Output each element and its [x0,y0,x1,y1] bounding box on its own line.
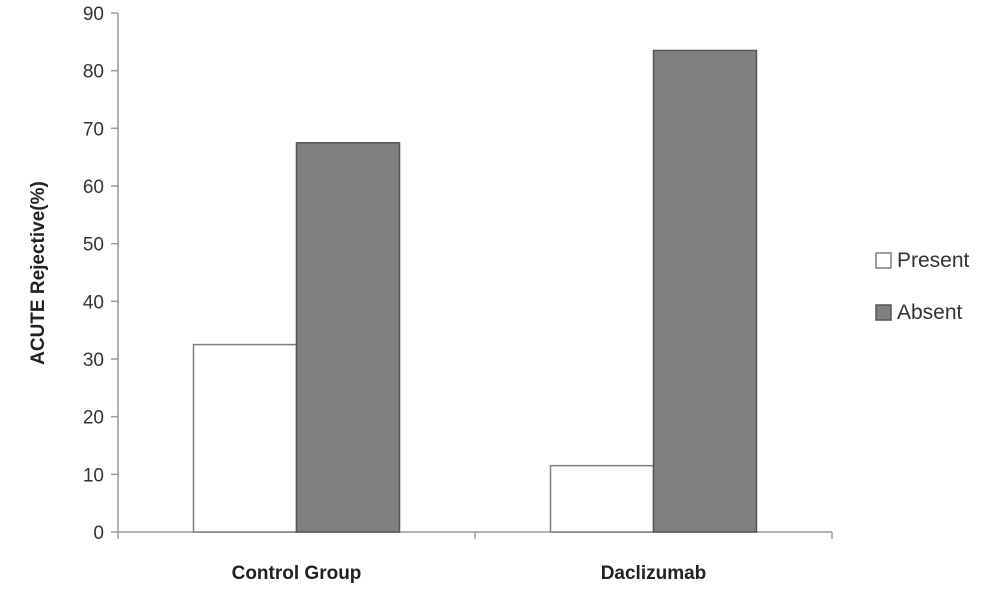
y-tick-label: 50 [83,235,104,256]
bar-present [192,343,298,533]
y-tick-label: 10 [83,465,104,486]
bar-absent [295,142,401,533]
x-category-label: Daclizumab [601,563,707,584]
legend-swatch-present [875,252,892,269]
y-tick-label: 90 [83,4,104,25]
x-axis: Control Group Daclizumab [117,531,833,584]
bar-absent [652,49,758,533]
legend-swatch-absent [875,304,892,321]
y-tick-label: 70 [83,119,104,140]
legend-label-present: Present [897,249,970,272]
legend-label-absent: Absent [897,301,963,324]
y-tick-label: 0 [93,523,104,544]
y-tick-label: 40 [83,292,104,313]
y-tick-label: 20 [83,408,104,429]
legend: Present Absent [875,249,970,324]
y-tick-label: 30 [83,350,104,371]
bar-present [549,464,655,533]
x-category-label: Control Group [232,563,362,584]
y-axis: 0 10 20 30 40 50 60 70 80 90 [83,4,119,544]
y-axis-title: ACUTE Rejective(%) [28,181,49,365]
y-tick-label: 80 [83,62,104,83]
y-tick-label: 60 [83,177,104,198]
bars [192,49,758,533]
